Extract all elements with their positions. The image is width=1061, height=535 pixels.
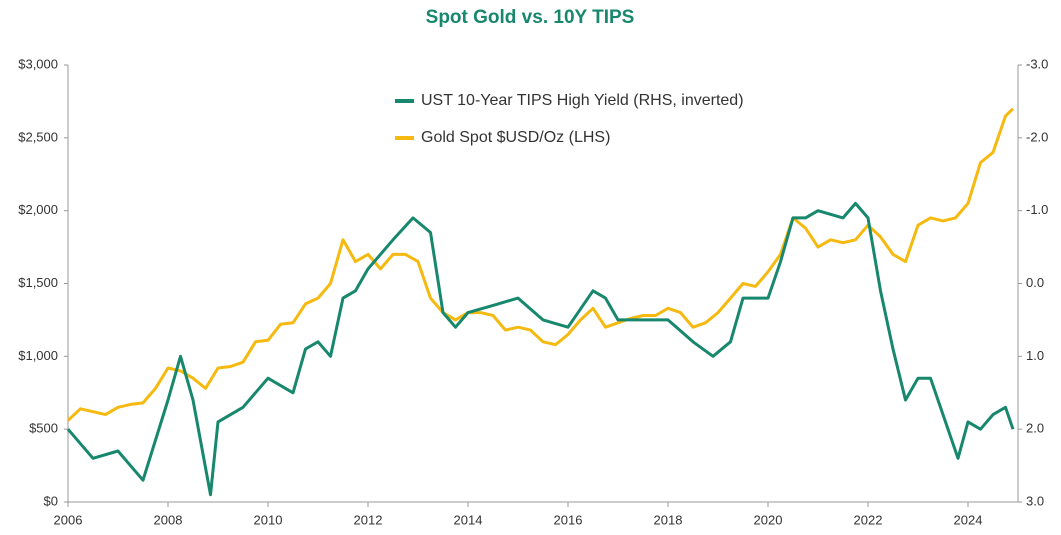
y2-tick-label: 3.0 [1026,493,1044,508]
y2-tick-label: -3.0 [1026,56,1048,71]
legend-label: UST 10-Year TIPS High Yield (RHS, invert… [421,92,744,109]
x-tick-label: 2014 [454,512,483,527]
x-tick-label: 2010 [254,512,283,527]
x-tick-label: 2008 [154,512,183,527]
y2-tick-label: -2.0 [1026,129,1048,144]
y-tick-label: $2,000 [18,202,58,217]
y2-tick-label: 1.0 [1026,348,1044,363]
legend-label: Gold Spot $USD/Oz (LHS) [421,129,610,146]
y-tick-label: $1,500 [18,275,58,290]
chart-title: Spot Gold vs. 10Y TIPS [426,7,635,28]
y2-tick-label: -1.0 [1026,202,1048,217]
y2-tick-label: 0.0 [1026,275,1044,290]
y2-tick-label: 2.0 [1026,421,1044,436]
x-tick-label: 2018 [654,512,683,527]
x-tick-label: 2022 [854,512,883,527]
y-tick-label: $3,000 [18,56,58,71]
series-line [66,107,1015,422]
y-tick-label: $2,500 [18,129,58,144]
y-tick-label: $500 [29,421,58,436]
x-tick-label: 2012 [354,512,383,527]
y-tick-label: $1,000 [18,348,58,363]
x-tick-label: 2024 [954,512,983,527]
x-tick-label: 2020 [754,512,783,527]
y-tick-label: $0 [44,493,58,508]
x-tick-label: 2016 [554,512,583,527]
series-line [66,201,1015,497]
x-tick-label: 2006 [54,512,83,527]
